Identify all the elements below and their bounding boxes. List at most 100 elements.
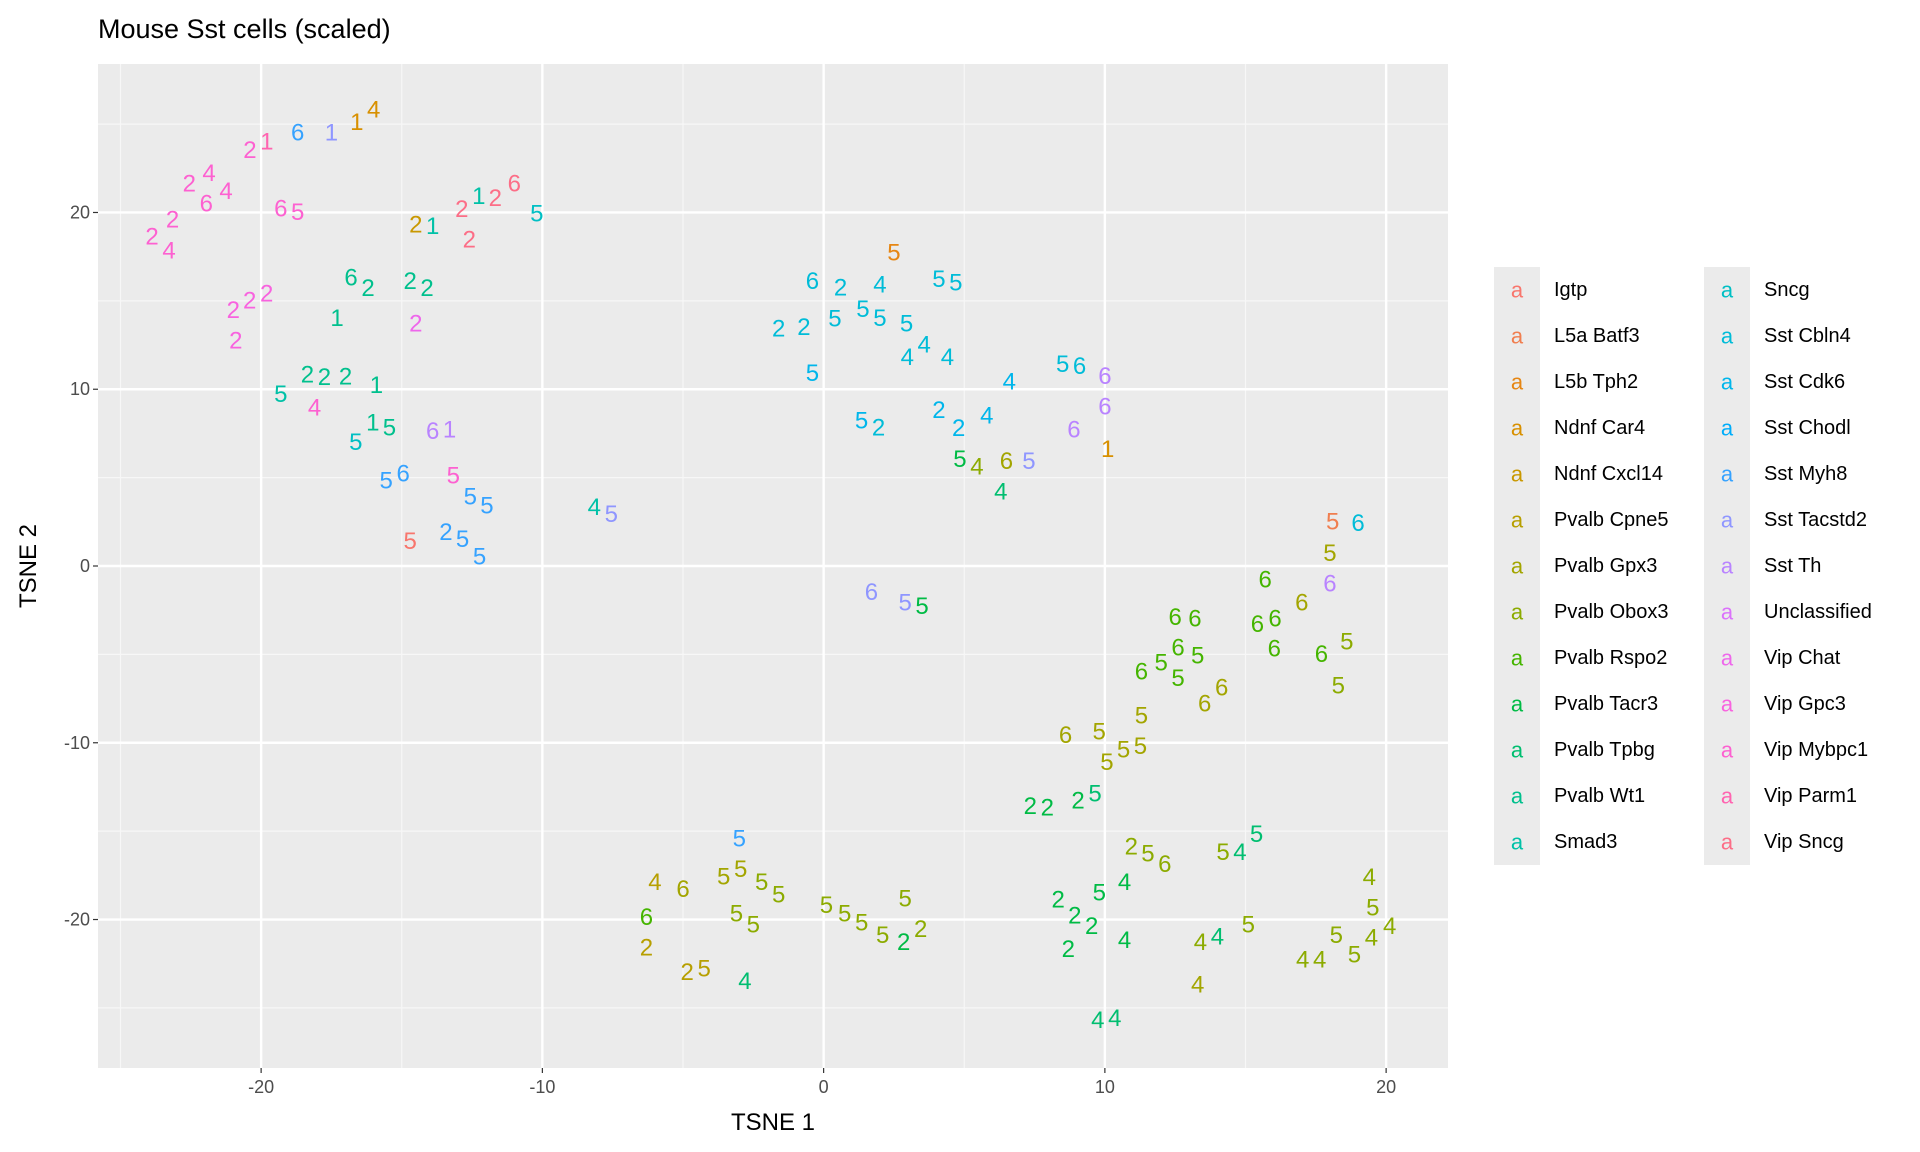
data-point-label: 4 [1118,869,1131,896]
data-point-label: 1 [260,128,273,155]
data-point-label: 4 [970,454,983,481]
data-point-label: 2 [489,185,502,212]
legend-key-glyph: a [1721,600,1734,625]
data-point-label: 6 [426,418,439,445]
data-point-label: 2 [1024,793,1037,820]
chart-title: Mouse Sst cells (scaled) [98,14,391,44]
data-point-label: 2 [145,224,158,251]
legend-item: a Sst Th [1704,543,1821,589]
data-point-label: 6 [1098,363,1111,390]
data-point-label: 1 [350,109,363,136]
legend-label: Pvalb Tacr3 [1554,693,1658,715]
legend-key-background [1704,405,1750,451]
legend-label: Vip Sncg [1764,831,1844,853]
data-point-label: 5 [953,446,966,473]
data-point-label: 2 [1071,788,1084,815]
data-point-label: 6 [1067,416,1080,443]
data-point-label: 1 [443,416,456,443]
legend-key-background [1704,819,1750,865]
data-point-label: 4 [1211,924,1224,951]
legend: a Igtp a L5a Batf3 a L5b Tph2 a Ndnf Car4 a Ndnf … [1494,267,1872,865]
data-point-label: 2 [797,314,810,341]
data-point-label: 4 [1194,929,1207,956]
data-point-label: 5 [1117,736,1130,763]
data-point-label: 2 [772,316,785,343]
data-point-label: 5 [1326,508,1339,535]
legend-key-background [1494,589,1540,635]
legend-item: a L5b Tph2 [1494,359,1638,405]
data-point-label: 2 [229,327,242,354]
legend-key-glyph: a [1721,508,1734,533]
legend-key-background [1494,451,1540,497]
data-point-label: 5 [383,415,396,442]
legend-key-glyph: a [1721,370,1734,395]
data-point-label: 6 [1351,510,1364,537]
data-point-label: 5 [1088,781,1101,808]
data-point-label: 5 [1348,941,1361,968]
legend-key-glyph: a [1721,554,1734,579]
legend-key-glyph: a [1511,738,1524,763]
legend-label: Pvalb Obox3 [1554,601,1669,623]
data-point-label: 2 [1041,795,1054,822]
data-point-label: 5 [806,360,819,387]
data-point-label: 6 [1215,674,1228,701]
data-point-label: 2 [318,364,331,391]
data-point-label: 5 [456,526,469,553]
data-point-label: 5 [1332,673,1345,700]
legend-item: a Sst Chodl [1704,405,1851,451]
data-point-label: 5 [380,468,393,495]
data-point-label: 2 [227,297,240,324]
data-point-label: 5 [1093,880,1106,907]
data-point-label: 2 [640,935,653,962]
data-point-label: 6 [397,461,410,488]
data-point-label: 6 [1073,353,1086,380]
legend-key-background [1494,267,1540,313]
data-point-label: 5 [1154,650,1167,677]
data-point-label: 6 [1259,567,1272,594]
legend-label: Unclassified [1764,601,1872,623]
data-point-label: 6 [1059,722,1072,749]
data-point-label: 6 [344,264,357,291]
data-point-label: 2 [952,415,965,442]
legend-key-background [1494,681,1540,727]
legend-label: Vip Mybpc1 [1764,739,1868,761]
data-point-label: 5 [473,544,486,571]
legend-item: a Pvalb Tacr3 [1494,681,1658,727]
data-point-label: 2 [932,397,945,424]
legend-item: a Pvalb Obox3 [1494,589,1669,635]
legend-item: a Vip Chat [1704,635,1841,681]
data-point-label: 5 [1100,749,1113,776]
legend-key-background [1704,543,1750,589]
data-point-label: 6 [1171,634,1184,661]
legend-key-glyph: a [1721,692,1734,717]
data-point-label: 5 [1056,351,1069,378]
data-point-label: 5 [1093,718,1106,745]
data-point-label: 2 [1085,913,1098,940]
data-point-label: 4 [1363,864,1376,891]
gridlines [98,64,1448,1068]
legend-key-background [1704,635,1750,681]
data-point-label: 6 [1268,636,1281,663]
data-point-label: 5 [1330,922,1343,949]
data-point-label: 5 [900,310,913,337]
legend-key-glyph: a [1511,278,1524,303]
data-point-label: 6 [1268,606,1281,633]
legend-label: L5b Tph2 [1554,371,1638,393]
data-point-label: 6 [200,190,213,217]
legend-key-background [1494,405,1540,451]
legend-key-glyph: a [1721,646,1734,671]
data-point-label: 6 [1323,570,1336,597]
legend-item: a Vip Mybpc1 [1704,727,1868,773]
legend-key-glyph: a [1511,370,1524,395]
data-point-label: 5 [887,240,900,267]
data-point-label: 4 [1091,1007,1104,1034]
data-point-label: 6 [1295,590,1308,617]
legend-item: a Ndnf Car4 [1494,405,1645,451]
data-point-label: 5 [1242,911,1255,938]
data-point-label: 4 [162,237,175,264]
axis-ticks: -20 -10 0 10 20 -20 -10 0 10 20 [64,202,1396,1097]
data-point-label: 5 [898,590,911,617]
data-point-label: 5 [772,881,785,908]
data-point-label: 6 [865,579,878,606]
legend-item: a Sst Cbln4 [1704,313,1851,359]
